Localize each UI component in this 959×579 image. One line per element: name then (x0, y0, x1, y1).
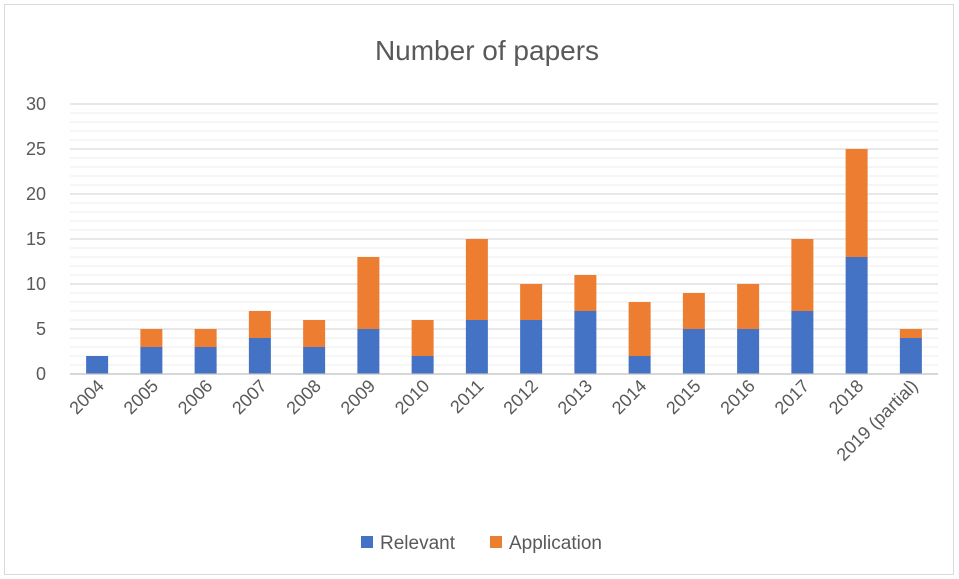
y-tick-label: 10 (26, 274, 46, 294)
y-axis-ticks: 0 5 10 15 20 25 30 (26, 94, 46, 384)
y-tick-label: 15 (26, 229, 46, 249)
bar-relevant-2010 (411, 356, 434, 374)
bar-relevant-2012 (520, 320, 543, 374)
bar-relevant-2011 (465, 320, 488, 374)
x-tick-label: 2011 (446, 376, 488, 418)
legend: Relevant Application (361, 533, 602, 554)
x-axis-ticks: 2004 2005 2006 2007 2008 2009 2010 2011 2012 2013… (65, 376, 921, 465)
bar-application-2016 (737, 284, 760, 329)
x-tick-label: 2016 (716, 376, 758, 418)
bar-relevant-2007 (248, 338, 271, 374)
x-tick-label: 2010 (391, 376, 433, 418)
bar-application-2006 (194, 329, 217, 347)
bar-application-2015 (682, 293, 705, 329)
x-tick-label: 2005 (120, 376, 162, 418)
x-tick-label: 2004 (65, 376, 107, 418)
bar-application-2008 (303, 320, 326, 347)
bar-relevant-2018 (845, 257, 868, 374)
bar-relevant-2017 (791, 311, 814, 374)
legend-label-relevant: Relevant (380, 533, 456, 554)
legend-swatch-application (490, 536, 502, 548)
bar-relevant-2019-partial- (899, 338, 922, 374)
x-tick-label: 2006 (174, 376, 216, 418)
bar-application-2011 (465, 239, 488, 320)
x-tick-label: 2015 (662, 376, 704, 418)
bar-application-2005 (140, 329, 163, 347)
x-tick-label: 2012 (499, 376, 541, 418)
bar-application-2017 (791, 239, 814, 311)
x-tick-label: 2013 (554, 376, 596, 418)
y-tick-label: 30 (26, 94, 46, 114)
bar-relevant-2014 (628, 356, 651, 374)
y-tick-label: 0 (36, 364, 46, 384)
bar-relevant-2009 (357, 329, 380, 374)
bar-relevant-2013 (574, 311, 597, 374)
bar-application-2014 (628, 302, 651, 356)
bar-relevant-2016 (737, 329, 760, 374)
bar-application-2013 (574, 275, 597, 311)
x-tick-label: 2017 (771, 376, 813, 418)
bar-application-2012 (520, 284, 543, 320)
bar-relevant-2015 (682, 329, 705, 374)
legend-label-application: Application (509, 533, 602, 554)
bars (86, 149, 922, 374)
bar-relevant-2005 (140, 347, 163, 374)
x-tick-label: 2018 (825, 376, 867, 418)
bar-application-2019-partial- (899, 329, 922, 338)
x-tick-label: 2007 (228, 376, 270, 418)
chart-title: Number of papers (375, 35, 599, 66)
legend-swatch-relevant (361, 536, 373, 548)
y-tick-label: 25 (26, 139, 46, 159)
bar-relevant-2006 (194, 347, 217, 374)
bar-relevant-2004 (86, 356, 109, 374)
bar-application-2018 (845, 149, 868, 257)
bar-application-2009 (357, 257, 380, 329)
x-tick-label: 2009 (337, 376, 379, 418)
bar-relevant-2008 (303, 347, 326, 374)
bar-application-2010 (411, 320, 434, 356)
y-tick-label: 20 (26, 184, 46, 204)
x-tick-label: 2014 (608, 376, 650, 418)
bar-application-2007 (248, 311, 271, 338)
x-tick-label: 2008 (282, 376, 324, 418)
y-tick-label: 5 (36, 319, 46, 339)
